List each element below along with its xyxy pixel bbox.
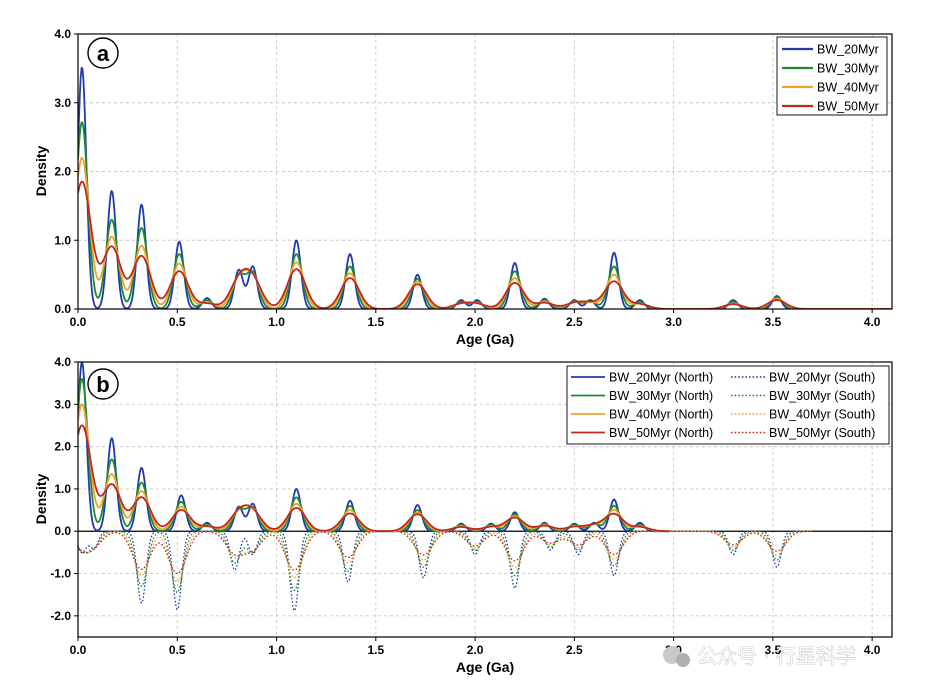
- x-tick-label: 1.5: [367, 315, 384, 329]
- y-tick-label: 1.0: [54, 482, 71, 496]
- watermark-text: 公众号 · 行星科学: [697, 644, 856, 668]
- panel-a-x-label: Age (Ga): [456, 331, 514, 347]
- panel-b-frame: [77, 361, 893, 638]
- y-tick-label: 2.0: [54, 440, 71, 454]
- series-line-bw-20myr: [78, 66, 892, 309]
- legend-entry: BW_40Myr: [817, 81, 879, 95]
- x-tick-label: 2.5: [566, 315, 583, 329]
- legend-box: [566, 365, 890, 445]
- legend-entry: BW_30Myr (South): [769, 389, 875, 403]
- panel-a-legend: BW_20Myr BW_30Myr BW_40Myr BW_50Myr: [776, 36, 888, 116]
- series-line-bw-50myr-north-: [78, 424, 670, 533]
- x-tick-label: 2.0: [467, 315, 484, 329]
- y-tick-label: -2.0: [50, 609, 71, 623]
- legend-entry: BW_50Myr: [817, 100, 879, 114]
- x-tick-label: 0.5: [169, 643, 186, 657]
- watermark: 公众号 · 行星科学: [663, 644, 856, 668]
- x-tick-label: 1.0: [268, 643, 285, 657]
- panel-a-ticks: 0.0 0.5 1.0 1.5 2.0 2.5 3.0 3.5 4.0 0.0 1.0 2.0 3.0 4…: [54, 27, 880, 329]
- panel-b: 0.0 0.5 1.0 1.5 2.0 2.5 3.0 3.5 4.0 -2.0 -1.0 0.0 1.…: [33, 355, 893, 675]
- panel-b-x-label: Age (Ga): [456, 659, 514, 675]
- panel-a-y-label: Density: [33, 146, 49, 197]
- legend-entry: BW_50Myr (North): [609, 426, 713, 440]
- panel-a-letter: a: [97, 41, 110, 66]
- legend-entry: BW_20Myr (South): [769, 371, 875, 385]
- x-tick-label: 2.0: [467, 643, 484, 657]
- panel-b-y-label: Density: [33, 474, 49, 525]
- y-tick-label: 2.0: [54, 165, 71, 179]
- y-tick-label: 4.0: [54, 355, 71, 369]
- panel-a-letter-badge: a: [87, 37, 119, 69]
- x-tick-label: 0.5: [169, 315, 186, 329]
- legend-entry: BW_20Myr: [817, 43, 879, 57]
- y-tick-label: 4.0: [54, 27, 71, 41]
- legend-entry: BW_30Myr: [817, 62, 879, 76]
- series-line-bw-50myr-south-: [78, 530, 813, 575]
- y-tick-label: 0.0: [54, 524, 71, 538]
- x-tick-label: 1.5: [367, 643, 384, 657]
- x-tick-label: 4.0: [864, 643, 881, 657]
- legend-entry: BW_30Myr (North): [609, 389, 713, 403]
- x-tick-label: 3.5: [765, 315, 782, 329]
- legend-entry: BW_40Myr (South): [769, 408, 875, 422]
- panel-a: 0.0 0.5 1.0 1.5 2.0 2.5 3.0 3.5 4.0 0.0 1.0 2.0 3.0 4…: [33, 27, 893, 347]
- x-tick-label: 0.0: [70, 315, 87, 329]
- x-tick-label: 4.0: [864, 315, 881, 329]
- x-tick-label: 2.5: [566, 643, 583, 657]
- x-tick-label: 1.0: [268, 315, 285, 329]
- panel-b-letter: b: [96, 372, 109, 397]
- series-line-bw-50myr: [78, 180, 892, 309]
- y-tick-label: -1.0: [50, 567, 71, 581]
- panel-b-legend: BW_20Myr (North) BW_30Myr (North) BW_40Myr…: [566, 365, 890, 445]
- panel-b-letter-badge: b: [87, 368, 119, 400]
- y-tick-label: 1.0: [54, 233, 71, 247]
- legend-entry: BW_50Myr (South): [769, 426, 875, 440]
- wechat-icon: [663, 646, 690, 667]
- legend-entry: BW_40Myr (North): [609, 408, 713, 422]
- x-tick-label: 3.0: [665, 315, 682, 329]
- legend-entry: BW_20Myr (North): [609, 371, 713, 385]
- x-tick-label: 3.5: [765, 643, 782, 657]
- y-tick-label: 0.0: [54, 302, 71, 316]
- panel-b-curves: [78, 362, 892, 612]
- x-tick-label: 0.0: [70, 643, 87, 657]
- y-tick-label: 3.0: [54, 96, 71, 110]
- y-tick-label: 3.0: [54, 397, 71, 411]
